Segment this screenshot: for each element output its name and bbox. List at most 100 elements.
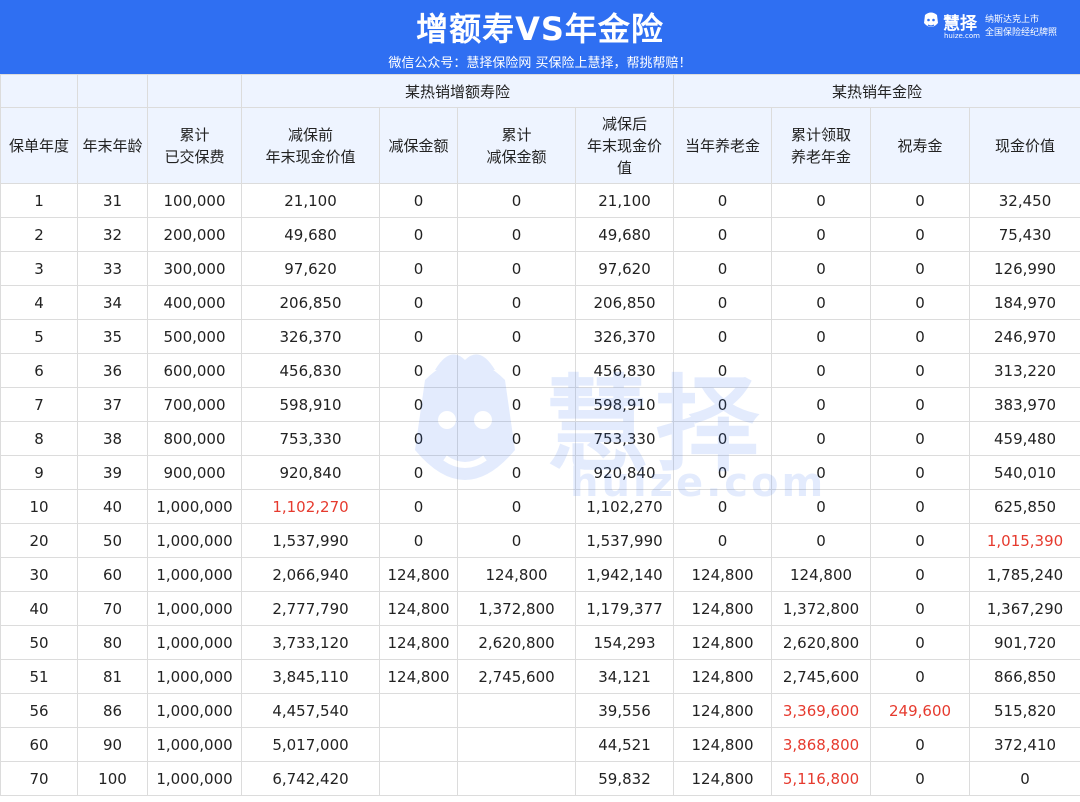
table-cell: 515,820 (969, 693, 1080, 728)
table-cell: 0 (457, 353, 576, 388)
table-cell: 34,121 (574, 659, 675, 694)
table-cell: 0 (379, 319, 458, 354)
table-cell: 313,220 (969, 353, 1080, 388)
group-header-annuity: 某热销年金险 (673, 74, 1080, 108)
column-header: 累计 减保金额 (457, 107, 576, 184)
table-cell: 0 (379, 217, 458, 252)
table-cell: 1,102,270 (574, 489, 675, 524)
table-cell: 124,800 (771, 557, 872, 592)
table-cell: 0 (771, 285, 872, 320)
column-header: 减保后 年末现金价 值 (574, 107, 675, 184)
table-cell (457, 693, 576, 728)
table-cell: 21,100 (574, 183, 675, 218)
table-cell: 90 (77, 727, 148, 762)
table-cell: 86 (77, 693, 148, 728)
table-cell: 0 (870, 319, 971, 354)
table-cell: 30 (0, 557, 78, 592)
table-cell (457, 761, 576, 796)
table-cell: 1,000,000 (147, 727, 242, 762)
table-cell: 9 (0, 455, 78, 490)
table-cell: 0 (673, 183, 773, 218)
column-header: 减保金额 (379, 107, 458, 184)
table-cell: 0 (379, 455, 458, 490)
table-cell: 1,000,000 (147, 523, 242, 558)
table-cell (379, 761, 458, 796)
table-cell: 0 (870, 625, 971, 660)
table-cell: 753,330 (241, 421, 380, 456)
table-cell: 2,745,600 (771, 659, 872, 694)
table-cell: 3,733,120 (241, 625, 380, 660)
table-cell: 0 (673, 319, 773, 354)
table-cell: 0 (870, 523, 971, 558)
table-cell: 0 (457, 285, 576, 320)
table-cell: 459,480 (969, 421, 1080, 456)
table-cell: 866,850 (969, 659, 1080, 694)
table-cell: 200,000 (147, 217, 242, 252)
table-cell: 0 (379, 353, 458, 388)
table-cell: 40 (0, 591, 78, 626)
page-subtitle: 微信公众号：慧择保险网 买保险上慧择，帮挑帮赔！ (388, 56, 692, 71)
table-cell: 700,000 (147, 387, 242, 422)
table-cell: 0 (673, 455, 773, 490)
table-cell: 1,537,990 (241, 523, 380, 558)
table-cell: 1,179,377 (574, 591, 675, 626)
table-cell: 80 (77, 625, 148, 660)
table-cell: 126,990 (969, 251, 1080, 286)
table-row: 30 60 1,000,000 2,066,940 124,800 124,800 1,94… (0, 557, 1080, 592)
column-header: 现金价值 (969, 107, 1080, 184)
table-cell: 0 (870, 659, 971, 694)
table-cell: 1,000,000 (147, 693, 242, 728)
table-cell: 124,800 (457, 557, 576, 592)
table-cell: 600,000 (147, 353, 242, 388)
table-cell: 920,840 (574, 455, 675, 490)
table-row: 51 81 1,000,000 3,845,110 124,800 2,745,600 34… (0, 659, 1080, 694)
table-cell: 0 (969, 761, 1080, 796)
table-cell: 0 (379, 183, 458, 218)
table-cell: 51 (0, 659, 78, 694)
table-cell: 753,330 (574, 421, 675, 456)
table-cell: 36 (77, 353, 148, 388)
table-cell: 0 (379, 387, 458, 422)
table-row: 2 32 200,000 49,680 0 0 49,680 0 0 0 75,430 (0, 217, 1080, 252)
table-cell: 0 (771, 523, 872, 558)
table-cell: 100 (77, 761, 148, 796)
table-cell: 34 (77, 285, 148, 320)
table-cell: 32 (77, 217, 148, 252)
table-cell: 97,620 (241, 251, 380, 286)
table-cell: 0 (379, 523, 458, 558)
table-cell: 124,800 (673, 625, 773, 660)
table-cell: 0 (870, 489, 971, 524)
table-cell: 0 (870, 455, 971, 490)
table-cell: 184,970 (969, 285, 1080, 320)
table-cell: 206,850 (241, 285, 380, 320)
table-cell: 1,367,290 (969, 591, 1080, 626)
table-cell: 383,970 (969, 387, 1080, 422)
table-cell: 0 (673, 523, 773, 558)
table-cell: 0 (870, 557, 971, 592)
logo-tagline-listed: 纳斯达克上市 (985, 15, 1040, 25)
table-cell: 124,800 (379, 557, 458, 592)
table-cell: 0 (379, 421, 458, 456)
table-cell: 540,010 (969, 455, 1080, 490)
table-row: 7 37 700,000 598,910 0 0 598,910 0 0 0 383,970 (0, 387, 1080, 422)
table-cell: 0 (771, 455, 872, 490)
table-cell: 124,800 (673, 693, 773, 728)
header-blank (147, 74, 242, 108)
table-cell: 0 (379, 285, 458, 320)
table-cell: 7 (0, 387, 78, 422)
group-header-whole-life: 某热销增额寿险 (240, 74, 675, 108)
table-cell: 206,850 (574, 285, 675, 320)
table-row: 5 35 500,000 326,370 0 0 326,370 0 0 0 246,970 (0, 319, 1080, 354)
table-cell: 0 (673, 353, 773, 388)
table-cell: 598,910 (574, 387, 675, 422)
table-cell: 50 (77, 523, 148, 558)
table-cell: 44,521 (574, 727, 675, 762)
table-cell: 0 (457, 217, 576, 252)
column-header: 减保前 年末现金价值 (241, 107, 380, 184)
table-cell: 0 (771, 387, 872, 422)
table-cell: 33 (77, 251, 148, 286)
table-cell: 124,800 (673, 761, 773, 796)
table-cell: 124,800 (673, 591, 773, 626)
table-cell: 32,450 (969, 183, 1080, 218)
table-cell: 300,000 (147, 251, 242, 286)
